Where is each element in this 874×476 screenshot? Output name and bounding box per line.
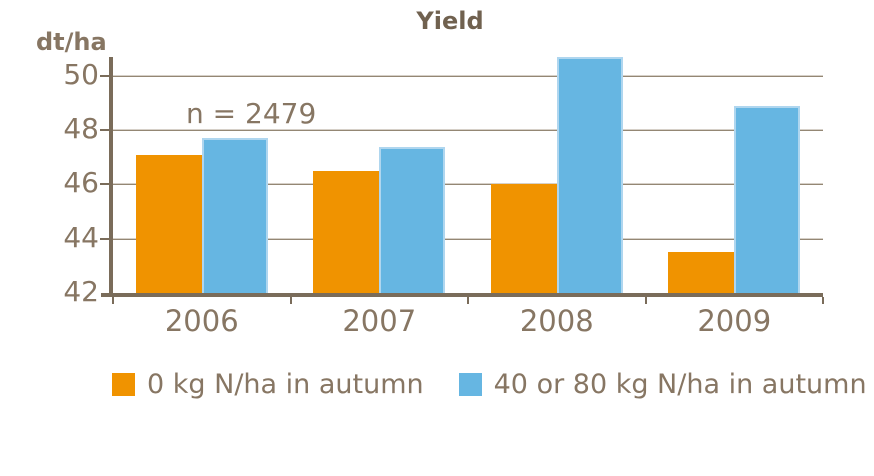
gridline: [113, 183, 823, 186]
y-axis-tick: [100, 237, 113, 240]
bar-2008-series-1: [490, 184, 557, 293]
bar-2006-series-2: [201, 138, 268, 293]
x-axis-category-label: 2008: [519, 304, 594, 338]
y-axis-tick-label: 48: [63, 112, 99, 146]
legend-swatch-icon: [458, 373, 482, 396]
y-axis-tick-label: 44: [63, 220, 99, 254]
y-axis-tick: [100, 183, 113, 186]
bar-2009-series-2: [734, 105, 801, 293]
x-axis-category-label: 2009: [697, 304, 772, 338]
bar-2007-series-1: [313, 170, 380, 293]
legend-label: 0 kg N/ha in autumn: [147, 369, 424, 400]
y-axis-tick-label: 46: [63, 166, 99, 200]
y-axis-tick: [100, 74, 113, 77]
x-axis-tick: [112, 297, 114, 304]
y-axis-tick: [100, 129, 113, 132]
bar-2006-series-1: [135, 154, 202, 293]
legend-swatch-icon: [112, 373, 135, 396]
x-axis-category-label: 2006: [164, 304, 239, 338]
x-axis-tick: [467, 297, 469, 304]
bar-2007-series-2: [379, 146, 446, 293]
x-axis-line: [101, 293, 823, 297]
x-axis-tick: [822, 297, 824, 304]
gridline: [113, 237, 823, 240]
y-axis-tick-label: 42: [63, 275, 99, 308]
y-axis-line: [109, 57, 113, 297]
sample-size-annotation: n = 2479: [186, 97, 317, 130]
y-axis-tick-label: 50: [63, 57, 99, 91]
bar-2009-series-1: [668, 252, 735, 293]
x-axis-category-label: 2007: [342, 304, 417, 338]
legend-item-series-1: 0 kg N/ha in autumn: [112, 369, 424, 400]
legend-label: 40 or 80 kg N/ha in autumn: [493, 369, 867, 400]
gridline: [113, 74, 823, 77]
chart-title: Yield: [416, 7, 484, 35]
legend: 0 kg N/ha in autumn 40 or 80 kg N/ha in a…: [112, 369, 867, 400]
gridline: [113, 129, 823, 132]
legend-item-series-2: 40 or 80 kg N/ha in autumn: [458, 369, 867, 400]
y-axis-unit-label: dt/ha: [36, 28, 107, 56]
x-axis-tick: [644, 297, 647, 304]
x-axis-tick: [289, 297, 292, 304]
bar-2008-series-2: [556, 57, 623, 293]
